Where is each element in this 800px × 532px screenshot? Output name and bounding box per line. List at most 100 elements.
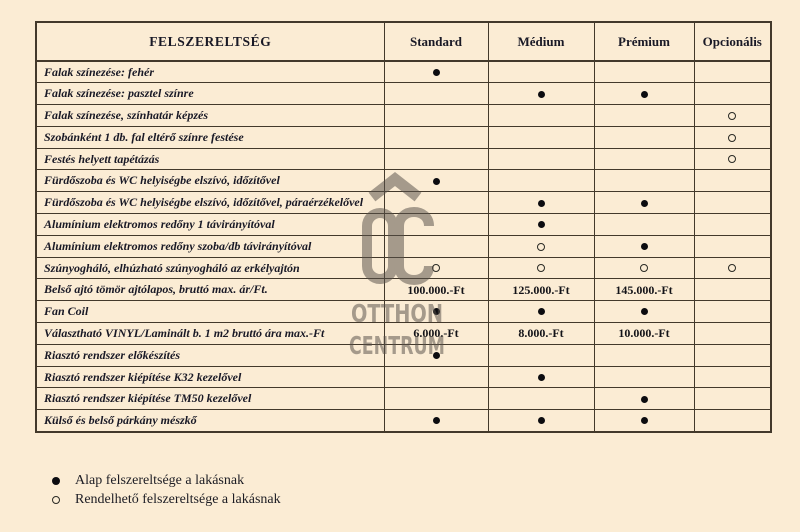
- table-row: Fürdőszoba és WC helyiségbe elszívó, idő…: [35, 169, 772, 193]
- legend-label: Alap felszereltsége a lakásnak: [75, 472, 245, 488]
- row-label: Szúnyogháló, elhúzható szúnyogháló az er…: [44, 260, 300, 275]
- value-cell: [383, 343, 489, 367]
- legend-item: Alap felszereltsége a lakásnak: [52, 471, 281, 490]
- hollow-dot-icon: [537, 264, 545, 273]
- value-cell: [593, 213, 695, 236]
- value-cell: [487, 191, 595, 215]
- filled-dot-icon: [432, 352, 440, 360]
- price-value: 100.000.-Ft: [407, 282, 465, 297]
- value-cell: [593, 125, 695, 149]
- price-value: 8.000.-Ft: [518, 326, 564, 341]
- row-label: Szobánként 1 db. fal eltérő színre festé…: [44, 129, 244, 144]
- filled-dot-icon: [432, 177, 440, 185]
- value-cell: [487, 60, 595, 84]
- value-cell: [593, 256, 695, 280]
- value-cell: 8.000.-Ft: [487, 322, 595, 345]
- row-label: Alumínium elektromos redőny 1 távirányít…: [44, 216, 275, 231]
- value-cell: 125.000.-Ft: [487, 278, 595, 302]
- table-row: Festés helyett tapétázás: [35, 147, 772, 171]
- row-label-cell: Fürdőszoba és WC helyiségbe elszívó, idő…: [35, 191, 385, 215]
- hollow-dot-icon: [640, 264, 648, 273]
- table-row: Falak színezése, színhatár képzés: [35, 104, 772, 127]
- value-cell: [383, 104, 489, 127]
- row-label: Falak színezése, színhatár képzés: [44, 107, 209, 122]
- value-cell: [693, 213, 772, 236]
- value-cell: [487, 213, 595, 236]
- filled-dot-icon: [52, 476, 60, 485]
- value-cell: [693, 82, 772, 106]
- table-row: Szobánként 1 db. fal eltérő színre festé…: [35, 125, 772, 149]
- value-cell: [693, 322, 772, 345]
- filled-dot-icon: [640, 395, 648, 403]
- table-row: Választható VINYL/Laminált b. 1 m2 brutt…: [35, 322, 772, 345]
- row-label-cell: Riasztó rendszer kiépítése TM50 kezelőve…: [35, 387, 385, 411]
- value-cell: [593, 343, 695, 367]
- table-row: Fan Coil: [35, 300, 772, 324]
- row-label-cell: Belső ajtó tömör ajtólapos, bruttó max. …: [35, 278, 385, 302]
- value-cell: [383, 409, 489, 433]
- value-cell: [593, 104, 695, 127]
- row-label-cell: Külső és belső párkány mészkő: [35, 409, 385, 433]
- value-cell: [383, 234, 489, 258]
- row-label: Külső és belső párkány mészkő: [44, 412, 197, 427]
- value-cell: [383, 147, 489, 171]
- table-row: Külső és belső párkány mészkő: [35, 409, 772, 433]
- filled-dot-icon: [640, 243, 648, 251]
- value-cell: [383, 125, 489, 149]
- value-cell: [487, 365, 595, 389]
- filled-dot-icon: [640, 90, 648, 98]
- table-row: Szúnyogháló, elhúzható szúnyogháló az er…: [35, 256, 772, 280]
- value-cell: [487, 387, 595, 411]
- value-cell: [693, 300, 772, 324]
- value-cell: [487, 234, 595, 258]
- filled-dot-icon: [640, 417, 648, 425]
- value-cell: [593, 191, 695, 215]
- legend-item: Rendelhető felszereltsége a lakásnak: [52, 490, 281, 509]
- value-cell: [383, 60, 489, 84]
- value-cell: [593, 60, 695, 84]
- value-cell: [487, 147, 595, 171]
- price-value: 125.000.-Ft: [512, 282, 570, 297]
- table-row: Belső ajtó tömör ajtólapos, bruttó max. …: [35, 278, 772, 302]
- value-cell: [383, 365, 489, 389]
- value-cell: [693, 169, 772, 193]
- legend: Alap felszereltsége a lakásnak Rendelhető…: [52, 471, 281, 509]
- column-header-standard: Standard: [383, 21, 489, 62]
- filled-dot-icon: [537, 373, 545, 381]
- filled-dot-icon: [537, 221, 545, 229]
- value-cell: [693, 343, 772, 367]
- row-label: Riasztó rendszer kiépítése K32 kezelővel: [44, 369, 242, 384]
- price-value: 145.000.-Ft: [615, 282, 673, 297]
- table-row: Alumínium elektromos redőny szoba/db táv…: [35, 234, 772, 258]
- value-cell: 145.000.-Ft: [593, 278, 695, 302]
- hollow-dot-icon: [728, 155, 737, 164]
- row-label-cell: Szobánként 1 db. fal eltérő színre festé…: [35, 125, 385, 149]
- row-label-cell: Festés helyett tapétázás: [35, 147, 385, 171]
- table-row: Riasztó rendszer kiépítése K32 kezelővel: [35, 365, 772, 389]
- filled-dot-icon: [537, 417, 545, 425]
- row-label-cell: Falak színezése: fehér: [35, 60, 385, 84]
- table-row: Riasztó rendszer előkészítés: [35, 343, 772, 367]
- row-label-cell: Fan Coil: [35, 300, 385, 324]
- row-label: Riasztó rendszer előkészítés: [44, 347, 181, 362]
- filled-dot-icon: [432, 308, 440, 316]
- value-cell: [693, 60, 772, 84]
- value-cell: [693, 387, 772, 411]
- row-label: Falak színezése: fehér: [44, 64, 154, 79]
- row-label-cell: Alumínium elektromos redőny szoba/db táv…: [35, 234, 385, 258]
- value-cell: 10.000.-Ft: [593, 322, 695, 345]
- table-row: Fürdőszoba és WC helyiségbe elszívó, idő…: [35, 191, 772, 215]
- value-cell: [383, 387, 489, 411]
- value-cell: [487, 409, 595, 433]
- value-cell: [693, 409, 772, 433]
- table-row: Falak színezése: fehér: [35, 60, 772, 84]
- value-cell: [593, 147, 695, 171]
- table-header-row: FELSZERELTSÉG Standard Médium Prémium Opcion…: [35, 21, 772, 62]
- column-header-opcion-lis: Opcionális: [693, 21, 772, 62]
- value-cell: [487, 125, 595, 149]
- value-cell: [693, 234, 772, 258]
- value-cell: [383, 300, 489, 324]
- value-cell: [693, 278, 772, 302]
- value-cell: [487, 82, 595, 106]
